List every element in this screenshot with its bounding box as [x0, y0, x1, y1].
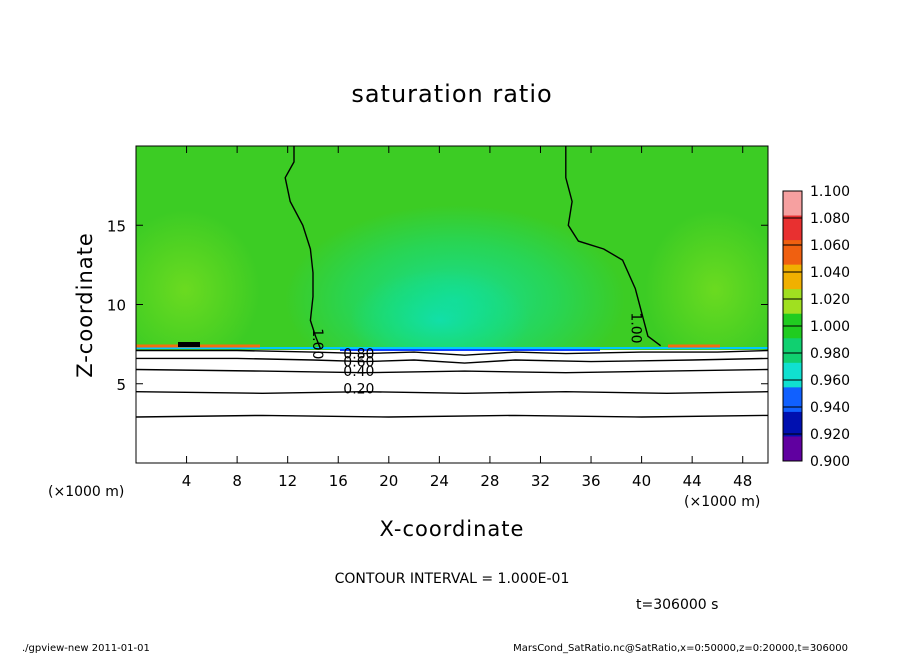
y-unit-label: (×1000 m) — [684, 494, 760, 510]
x-tick-label-10: 44 — [683, 472, 702, 490]
x-tick-label-2: 12 — [278, 472, 297, 490]
y-axis-title: Z-coordinate — [73, 232, 97, 378]
field-lime-right — [645, 210, 768, 370]
contour-label-0: 1.00 — [309, 328, 325, 359]
y-tick-label-0: 5 — [116, 376, 126, 394]
colorbar-swatch-7 — [783, 362, 802, 388]
plot-area: 1.00 1.00 0.800.600.400.20 — [136, 146, 768, 463]
x-unit-label: (×1000 m) — [48, 484, 124, 500]
contour-label-2: 0.80 — [343, 346, 374, 362]
y-tick-label-1: 10 — [107, 297, 126, 315]
colorbar-swatch-6 — [783, 338, 802, 364]
colorbar-swatch-1 — [783, 215, 802, 241]
colorbar-swatch-9 — [783, 411, 802, 437]
colorbar-label-1: 1.080 — [810, 211, 850, 227]
contour-label-3: 0.60 — [343, 354, 374, 370]
colorbar-label-9: 0.920 — [810, 427, 850, 443]
colorbar-label-4: 1.020 — [810, 292, 850, 308]
field-dry-layer — [136, 350, 768, 463]
x-tick-label-5: 24 — [430, 472, 449, 490]
colorbar-swatch-0 — [783, 191, 802, 217]
contour-line-0 — [284, 146, 322, 350]
x-tick-label-7: 32 — [531, 472, 550, 490]
x-tick-label-6: 28 — [480, 472, 499, 490]
y-tick-label-2: 15 — [107, 217, 126, 235]
field-cyan-core — [350, 270, 530, 370]
contour-label-5: 0.20 — [343, 381, 374, 397]
colorbar-label-10: 0.900 — [810, 454, 850, 470]
contour-line-1 — [565, 146, 662, 347]
colorbar: 1.100 1.080 1.060 1.040 1.020 1.000 0.980 0.960… — [782, 184, 850, 470]
field-lime-left — [136, 210, 260, 370]
colorbar-label-3: 1.040 — [810, 265, 850, 281]
contour-interval: CONTOUR INTERVAL = 1.000E-01 — [335, 571, 570, 587]
colorbar-swatch-2 — [783, 240, 802, 266]
contour-line-5 — [136, 390, 768, 395]
x-tick-label-8: 36 — [581, 472, 600, 490]
time-label: t=306000 s — [636, 597, 718, 613]
x-axis-title: X-coordinate — [380, 517, 525, 541]
contour-line-2 — [136, 349, 768, 356]
field-dark-patch — [178, 342, 200, 347]
colorbar-swatch-8 — [783, 387, 802, 413]
contour-line-6 — [136, 414, 768, 418]
contour-line-3 — [136, 357, 768, 364]
colorbar-label-8: 0.940 — [810, 400, 850, 416]
x-tick-label-1: 8 — [232, 472, 242, 490]
footer-left: ./gpview-new 2011-01-01 — [22, 643, 150, 654]
x-tick-label-11: 48 — [733, 472, 752, 490]
x-tick-label-4: 20 — [379, 472, 398, 490]
colorbar-label-2: 1.060 — [810, 238, 850, 254]
footer-right: MarsCond_SatRatio.nc@SatRatio,x=0:50000,… — [513, 643, 848, 654]
x-tick-label-3: 16 — [329, 472, 348, 490]
colorbar-label-0: 1.100 — [810, 184, 850, 200]
contour-line-4 — [136, 368, 768, 374]
contour-label-4: 0.40 — [343, 364, 374, 380]
colorbar-label-5: 1.000 — [810, 319, 850, 335]
contour-layer: 1.00 1.00 0.800.600.400.20 — [136, 146, 768, 418]
contour-label-1: 1.00 — [627, 312, 643, 343]
x-tick-label-0: 4 — [182, 472, 192, 490]
chart-title: saturation ratio — [351, 80, 552, 108]
colorbar-swatch-10 — [783, 436, 802, 462]
colorbar-swatch-4 — [783, 289, 802, 315]
colorbar-label-7: 0.960 — [810, 373, 850, 389]
x-tick-label-9: 40 — [632, 472, 651, 490]
colorbar-swatch-3 — [783, 264, 802, 290]
colorbar-label-6: 0.980 — [810, 346, 850, 362]
